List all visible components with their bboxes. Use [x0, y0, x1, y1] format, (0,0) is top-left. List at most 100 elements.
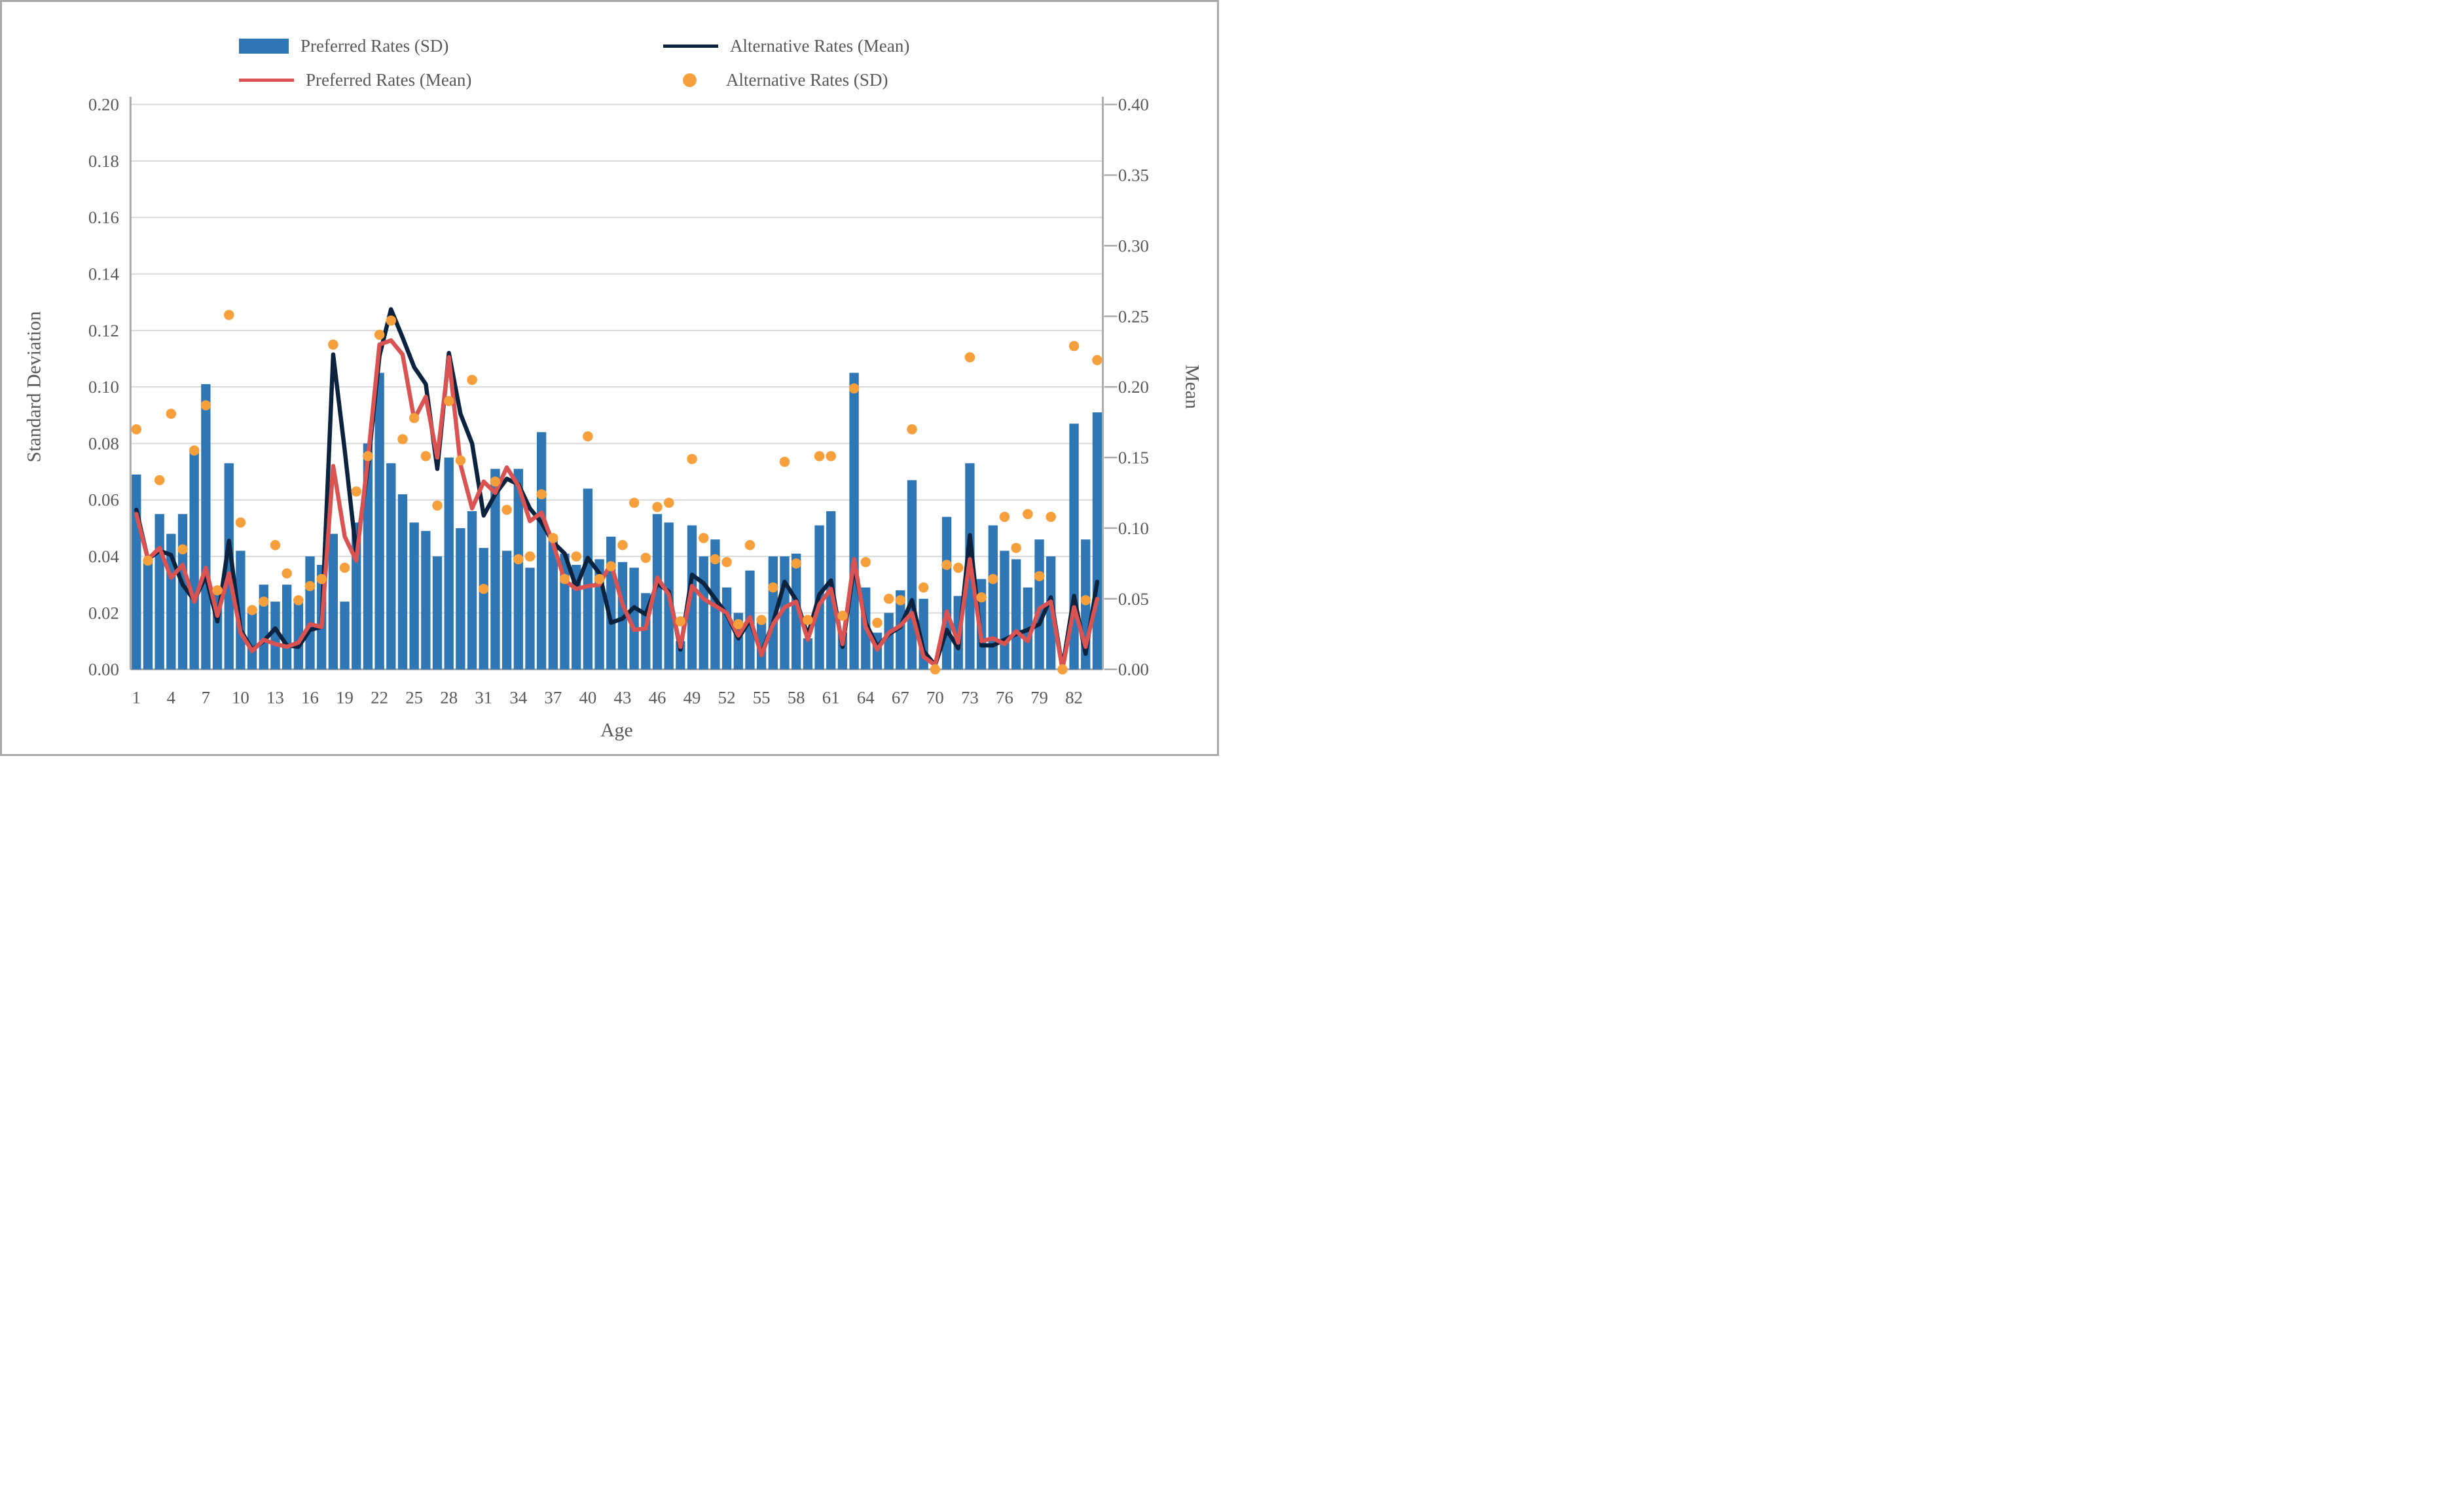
- alternative-sd-point-age-37[interactable]: [548, 533, 558, 543]
- alternative-sd-point-age-38[interactable]: [559, 573, 570, 585]
- alternative-sd-point-age-79[interactable]: [1034, 571, 1045, 582]
- bar-age-33[interactable]: [501, 550, 512, 670]
- alternative-sd-point-age-22[interactable]: [374, 329, 385, 340]
- bar-age-22[interactable]: [374, 372, 384, 670]
- alternative-sd-point-age-46[interactable]: [652, 501, 663, 513]
- bar-age-16[interactable]: [305, 556, 315, 670]
- alternative-sd-point-age-29[interactable]: [455, 455, 466, 466]
- alternative-sd-point-age-18[interactable]: [328, 339, 338, 350]
- alternative-sd-point-age-80[interactable]: [1046, 511, 1056, 522]
- alternative-sd-point-age-76[interactable]: [999, 511, 1010, 522]
- alternative-sd-point-age-53[interactable]: [733, 619, 744, 630]
- bar-age-59[interactable]: [803, 638, 813, 670]
- alternative-sd-point-age-30[interactable]: [467, 374, 477, 386]
- alternative-sd-point-age-54[interactable]: [744, 540, 755, 550]
- alternative-sd-point-age-34[interactable]: [513, 554, 524, 565]
- bar-age-32[interactable]: [490, 469, 500, 670]
- legend-item-preferred-mean[interactable]: Preferred Rates (Mean): [239, 70, 471, 90]
- alternative-sd-point-age-58[interactable]: [791, 558, 801, 569]
- alternative-sd-point-age-11[interactable]: [247, 605, 257, 615]
- alternative-sd-point-age-24[interactable]: [397, 434, 408, 444]
- bar-age-6[interactable]: [189, 452, 199, 670]
- bar-age-63[interactable]: [849, 372, 859, 670]
- alternative-sd-point-age-6[interactable]: [189, 445, 200, 456]
- alternative-sd-point-age-28[interactable]: [443, 395, 454, 406]
- alternative-sd-point-age-44[interactable]: [628, 497, 640, 508]
- alternative-sd-point-age-27[interactable]: [432, 500, 443, 511]
- alternative-sd-point-age-2[interactable]: [143, 555, 153, 566]
- bar-age-19[interactable]: [340, 602, 350, 670]
- bar-age-28[interactable]: [444, 458, 454, 670]
- alternative-sd-point-age-14[interactable]: [282, 568, 292, 579]
- bar-age-34[interactable]: [513, 469, 523, 670]
- bar-age-44[interactable]: [629, 567, 639, 670]
- alternative-sd-point-age-13[interactable]: [270, 540, 281, 550]
- alternative-sd-point-age-35[interactable]: [524, 551, 536, 562]
- alternative-sd-point-age-21[interactable]: [363, 451, 373, 461]
- bar-age-30[interactable]: [467, 511, 477, 670]
- bar-age-55[interactable]: [756, 619, 767, 670]
- alternative-sd-point-age-71[interactable]: [941, 560, 952, 570]
- bar-age-84[interactable]: [1092, 412, 1102, 670]
- bar-age-29[interactable]: [456, 528, 465, 670]
- bar-age-15[interactable]: [293, 598, 303, 670]
- bar-age-3[interactable]: [155, 514, 164, 670]
- alternative-sd-point-age-63[interactable]: [848, 383, 860, 394]
- alternative-sd-point-age-42[interactable]: [606, 561, 617, 571]
- alternative-sd-point-age-72[interactable]: [953, 562, 964, 573]
- bar-age-36[interactable]: [537, 432, 547, 670]
- alternative-sd-point-age-69[interactable]: [918, 582, 929, 593]
- bar-age-23[interactable]: [386, 463, 396, 670]
- alternative-sd-point-age-81[interactable]: [1057, 664, 1068, 675]
- alternative-sd-point-age-56[interactable]: [768, 582, 778, 593]
- alternative-sd-point-age-57[interactable]: [779, 456, 790, 467]
- alternative-sd-point-age-39[interactable]: [571, 551, 581, 562]
- bar-age-46[interactable]: [652, 514, 663, 670]
- alternative-sd-point-age-26[interactable]: [420, 451, 431, 461]
- bar-age-77[interactable]: [1011, 559, 1021, 670]
- alternative-sd-point-age-62[interactable]: [837, 610, 848, 621]
- bar-age-14[interactable]: [282, 585, 292, 670]
- alternative-sd-point-age-17[interactable]: [316, 573, 327, 585]
- alternative-sd-point-age-84[interactable]: [1092, 355, 1102, 365]
- bar-age-66[interactable]: [884, 613, 894, 670]
- bar-age-68[interactable]: [907, 480, 917, 670]
- preferred-mean-line[interactable]: [134, 338, 1100, 672]
- alternative-sd-point-age-66[interactable]: [883, 594, 894, 604]
- bar-age-26[interactable]: [421, 531, 431, 670]
- bar-age-18[interactable]: [328, 533, 338, 670]
- alternative-sd-point-age-32[interactable]: [490, 476, 501, 487]
- alternative-sd-point-age-75[interactable]: [988, 573, 998, 585]
- bar-age-31[interactable]: [479, 548, 488, 670]
- alternative-sd-point-age-74[interactable]: [976, 592, 987, 603]
- bar-age-58[interactable]: [791, 553, 801, 670]
- alternative-sd-point-age-77[interactable]: [1011, 543, 1021, 553]
- alternative-sd-point-age-8[interactable]: [212, 585, 223, 596]
- alternative-sd-point-age-73[interactable]: [964, 352, 975, 363]
- alternative-sd-point-age-52[interactable]: [721, 556, 732, 567]
- bar-age-13[interactable]: [270, 602, 280, 670]
- alternative-sd-point-age-16[interactable]: [304, 581, 316, 592]
- alternative-sd-point-age-55[interactable]: [756, 615, 767, 625]
- alternative-mean-line[interactable]: [134, 307, 1100, 670]
- alternative-sd-point-age-23[interactable]: [386, 315, 397, 326]
- bar-age-76[interactable]: [1000, 550, 1010, 670]
- bar-age-1[interactable]: [132, 474, 141, 670]
- alternative-sd-point-age-51[interactable]: [710, 554, 721, 565]
- bar-age-2[interactable]: [143, 562, 153, 670]
- alternative-sd-point-age-48[interactable]: [675, 616, 686, 627]
- bar-age-50[interactable]: [699, 556, 708, 670]
- legend-item-alternative-sd[interactable]: Alternative Rates (SD): [663, 70, 888, 90]
- bar-age-27[interactable]: [432, 556, 443, 670]
- alternative-sd-point-age-25[interactable]: [409, 412, 420, 423]
- alternative-sd-point-age-67[interactable]: [895, 595, 906, 605]
- alternative-sd-point-age-68[interactable]: [907, 424, 917, 435]
- legend-item-alternative-mean[interactable]: Alternative Rates (Mean): [663, 36, 909, 56]
- alternative-sd-point-age-83[interactable]: [1080, 595, 1091, 605]
- bar-age-67[interactable]: [896, 590, 905, 670]
- bar-age-49[interactable]: [687, 525, 697, 670]
- alternative-sd-point-age-43[interactable]: [617, 540, 628, 550]
- bar-age-9[interactable]: [224, 463, 234, 670]
- alternative-sd-point-age-20[interactable]: [351, 486, 362, 497]
- alternative-sd-point-age-1[interactable]: [131, 424, 142, 435]
